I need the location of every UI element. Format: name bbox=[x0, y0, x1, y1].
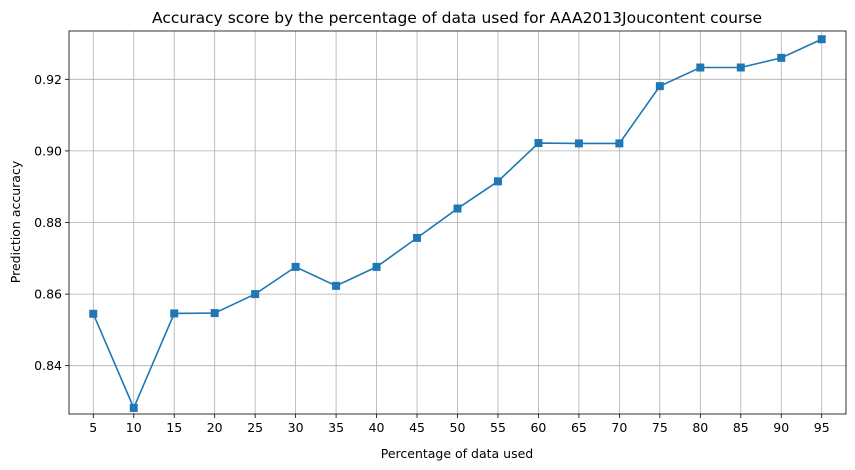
data-point-marker bbox=[493, 177, 502, 186]
data-point-marker bbox=[453, 204, 462, 213]
series-accuracy bbox=[89, 35, 826, 412]
x-tick-label: 85 bbox=[733, 420, 749, 435]
data-point-marker bbox=[817, 35, 826, 44]
y-axis-label: Prediction accuracy bbox=[8, 160, 23, 283]
x-tick-label: 70 bbox=[611, 420, 627, 435]
data-point-marker bbox=[534, 139, 543, 148]
data-point-marker bbox=[170, 309, 179, 318]
data-point-marker bbox=[372, 262, 381, 271]
data-point-marker bbox=[574, 139, 583, 148]
data-point-marker bbox=[89, 309, 98, 318]
x-tick-label: 90 bbox=[773, 420, 789, 435]
x-tick-label: 15 bbox=[166, 420, 182, 435]
data-point-marker bbox=[777, 53, 786, 62]
data-point-marker bbox=[291, 262, 300, 271]
y-tick-label: 0.88 bbox=[34, 215, 62, 230]
y-axis: 0.84 0.86 0.88 0.90 0.92 bbox=[34, 72, 69, 373]
data-point-marker bbox=[696, 63, 705, 72]
x-tick-label: 20 bbox=[207, 420, 223, 435]
x-tick-label: 55 bbox=[490, 420, 506, 435]
data-point-marker bbox=[129, 403, 138, 412]
y-tick-label: 0.84 bbox=[34, 358, 62, 373]
data-point-marker bbox=[655, 82, 664, 91]
x-tick-label: 50 bbox=[450, 420, 466, 435]
x-tick-label: 75 bbox=[652, 420, 668, 435]
data-point-marker bbox=[413, 233, 422, 242]
chart-title: Accuracy score by the percentage of data… bbox=[152, 9, 762, 27]
x-tick-label: 80 bbox=[692, 420, 708, 435]
data-point-marker bbox=[736, 63, 745, 72]
x-tick-label: 25 bbox=[247, 420, 263, 435]
data-point-marker bbox=[251, 290, 260, 299]
x-tick-label: 45 bbox=[409, 420, 425, 435]
data-point-marker bbox=[615, 139, 624, 148]
x-tick-label: 5 bbox=[89, 420, 97, 435]
x-tick-label: 40 bbox=[369, 420, 385, 435]
x-tick-label: 10 bbox=[126, 420, 142, 435]
data-point-marker bbox=[210, 309, 219, 318]
x-axis-label: Percentage of data used bbox=[381, 446, 534, 461]
x-tick-label: 35 bbox=[328, 420, 344, 435]
x-tick-label: 60 bbox=[530, 420, 546, 435]
x-tick-label: 95 bbox=[814, 420, 830, 435]
grid bbox=[69, 31, 846, 414]
y-tick-label: 0.90 bbox=[34, 143, 62, 158]
y-tick-label: 0.92 bbox=[34, 72, 62, 87]
x-tick-label: 65 bbox=[571, 420, 587, 435]
data-point-marker bbox=[332, 281, 341, 290]
x-tick-label: 30 bbox=[288, 420, 304, 435]
x-axis: 5 10 15 20 25 30 35 40 45 50 55 60 65 70 75 80 85 90 95 bbox=[89, 414, 830, 435]
y-tick-label: 0.86 bbox=[34, 287, 62, 302]
